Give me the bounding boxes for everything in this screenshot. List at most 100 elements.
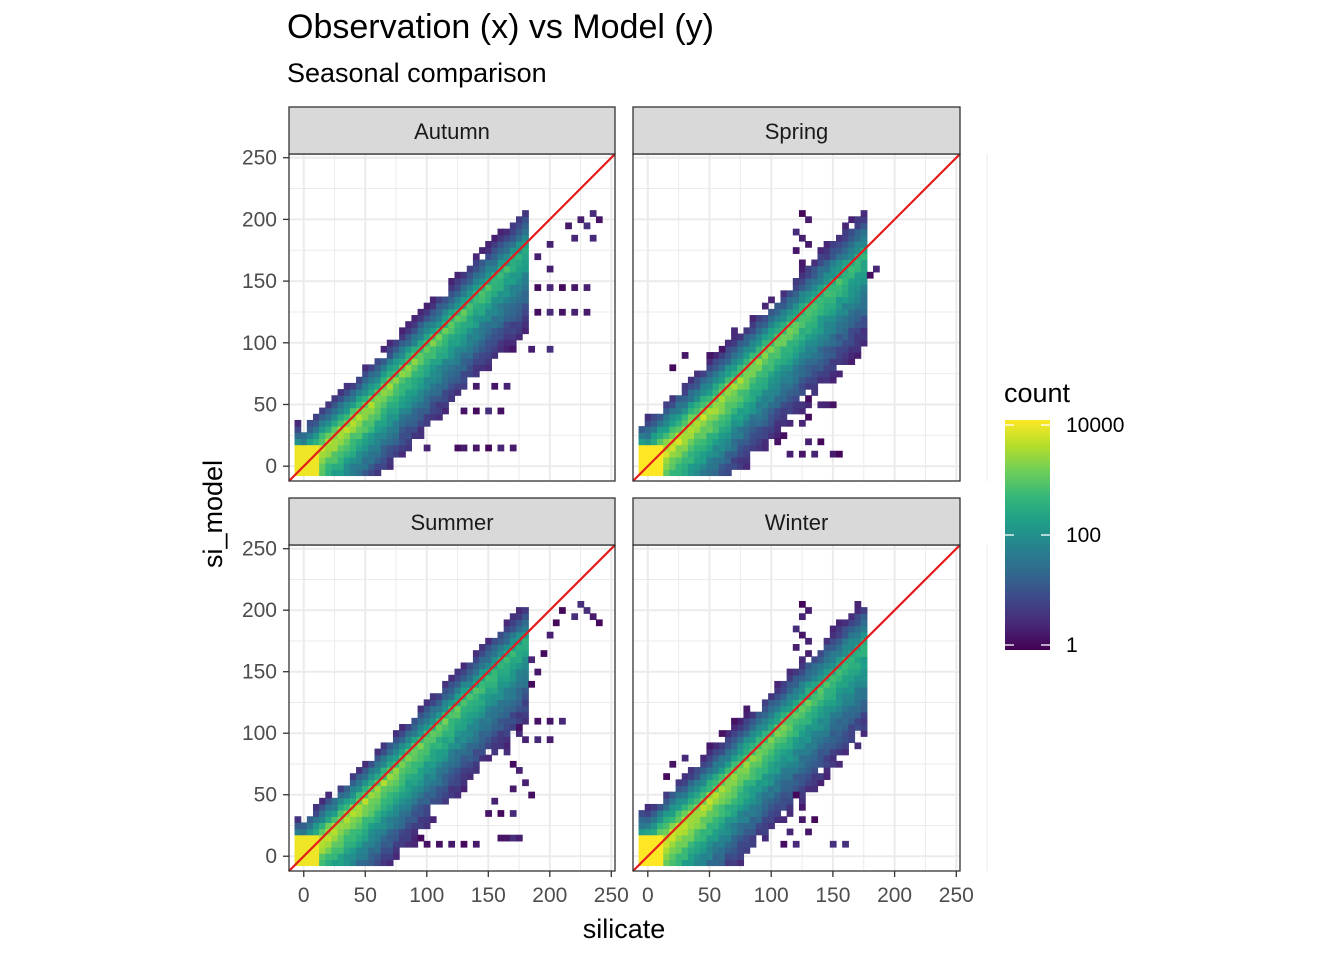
heatmap-cell — [650, 413, 658, 421]
heatmap-cell — [731, 748, 738, 756]
heatmap-cell — [448, 327, 456, 335]
heatmap-cell — [374, 370, 382, 378]
heatmap-cell — [399, 767, 406, 774]
heatmap-cell — [731, 810, 738, 817]
heatmap-cell — [380, 444, 388, 452]
heatmap-cell — [731, 345, 738, 353]
heatmap-cell — [362, 419, 369, 427]
heatmap-cell — [509, 265, 517, 273]
heatmap-cell — [749, 438, 757, 446]
heatmap-cell — [374, 797, 382, 805]
heatmap-cell — [817, 352, 825, 359]
heatmap-cell — [386, 450, 394, 458]
heatmap-cell — [854, 308, 862, 316]
heatmap-cell — [374, 834, 382, 842]
heatmap-cell — [706, 432, 714, 440]
heatmap-cell — [786, 730, 794, 737]
x-tick-label: 150 — [471, 884, 506, 907]
heatmap-cell — [743, 705, 751, 713]
heatmap-cell — [712, 773, 720, 780]
heatmap-cell — [472, 315, 480, 322]
heatmap-cell — [724, 810, 732, 817]
heatmap-cell — [411, 395, 419, 403]
heatmap-cell — [460, 358, 468, 365]
heatmap-cell — [423, 382, 431, 390]
heatmap-cell — [362, 389, 369, 396]
heatmap-cell — [860, 650, 868, 657]
heatmap-cell — [497, 339, 505, 347]
heatmap-cell — [774, 302, 782, 310]
heatmap-cell — [362, 822, 369, 830]
heatmap-cell — [460, 717, 468, 725]
heatmap-cell — [774, 327, 782, 335]
heatmap-cell — [312, 859, 320, 867]
heatmap-cell — [509, 637, 517, 645]
heatmap-cell — [718, 456, 726, 464]
heatmap-cell — [509, 674, 517, 682]
heatmap-cell — [854, 271, 862, 279]
heatmap-cell — [681, 352, 689, 359]
heatmap-cell — [706, 816, 714, 824]
heatmap-cell — [448, 339, 456, 347]
heatmap-cell — [798, 407, 806, 415]
heatmap-cell — [768, 419, 775, 427]
heatmap-cell — [479, 705, 486, 713]
heatmap-cell — [448, 674, 456, 682]
heatmap-cell — [823, 265, 831, 273]
heatmap-cell — [515, 662, 523, 670]
heatmap-cell — [522, 278, 529, 285]
heatmap-cell — [842, 284, 849, 291]
heatmap-cell — [706, 364, 714, 372]
heatmap-cell — [829, 302, 837, 310]
heatmap-cell — [731, 859, 738, 867]
heatmap-cell — [805, 290, 812, 298]
heatmap-cell — [405, 413, 413, 421]
heatmap-cell — [454, 711, 462, 719]
heatmap-cell — [368, 364, 376, 372]
heatmap-cell — [411, 333, 419, 341]
heatmap-cell — [842, 228, 849, 236]
heatmap-cell — [392, 754, 400, 762]
heatmap-cell — [687, 450, 695, 458]
heatmap-cell — [405, 822, 413, 830]
heatmap-cell — [663, 797, 671, 805]
heatmap-cell — [583, 607, 591, 614]
heatmap-cell — [737, 407, 745, 415]
heatmap-cell — [842, 240, 849, 248]
heatmap-cell — [515, 625, 523, 633]
heatmap-cell — [448, 308, 456, 316]
heatmap-cell — [669, 803, 677, 811]
heatmap-cell — [380, 370, 388, 378]
heatmap-cell — [411, 730, 419, 737]
heatmap-cell — [718, 810, 726, 817]
heatmap-cell — [436, 760, 443, 768]
heatmap-cell — [694, 847, 701, 854]
heatmap-cell — [798, 613, 806, 621]
heatmap-cell — [306, 822, 314, 830]
heatmap-cell — [429, 717, 437, 725]
heatmap-cell — [325, 419, 333, 427]
heatmap-cell — [700, 816, 708, 824]
heatmap-cell — [700, 810, 708, 817]
heatmap-cell — [436, 840, 443, 848]
heatmap-cell — [780, 432, 788, 440]
heatmap-cell — [448, 730, 456, 737]
heatmap-cell — [497, 228, 505, 236]
heatmap-cell — [669, 401, 677, 409]
heatmap-cell — [669, 469, 677, 477]
y-tick-label: 150 — [242, 270, 277, 293]
heatmap-cell — [515, 290, 523, 298]
heatmap-cell — [749, 816, 757, 824]
heatmap-cell — [306, 853, 314, 860]
heatmap-cell — [325, 407, 333, 415]
heatmap-cell — [842, 674, 849, 682]
heatmap-cell — [829, 290, 837, 298]
heatmap-cell — [472, 674, 480, 682]
heatmap-cell — [503, 736, 511, 744]
heatmap-cell — [417, 834, 425, 842]
heatmap-cell — [503, 345, 511, 353]
heatmap-cell — [731, 401, 738, 409]
heatmap-cell — [681, 444, 689, 452]
x-tick-label: 250 — [594, 884, 629, 907]
heatmap-cell — [724, 822, 732, 830]
